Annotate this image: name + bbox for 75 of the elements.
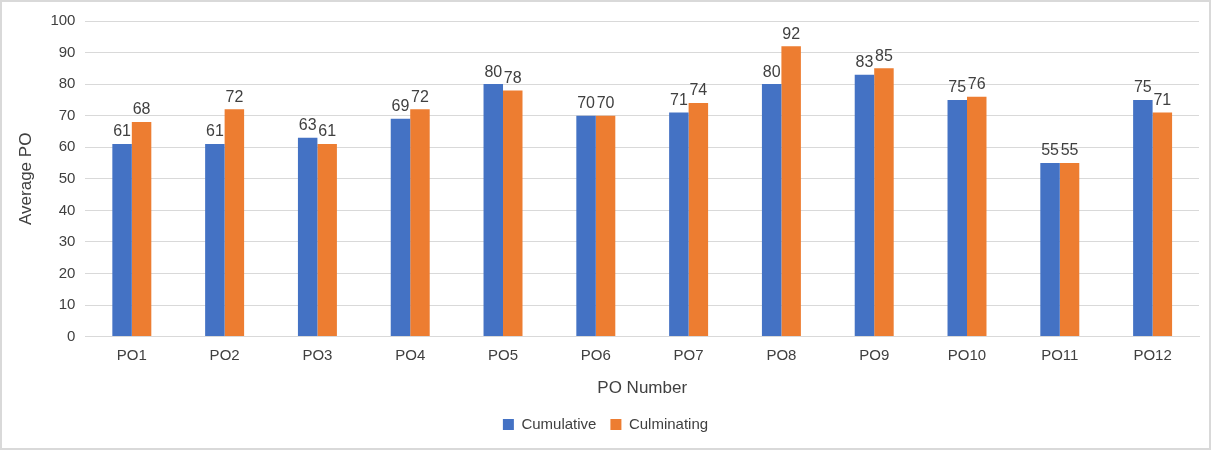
x-tick-label: PO8 [766, 345, 797, 363]
x-tick-label: PO3 [302, 345, 333, 363]
data-label: 68 [132, 100, 151, 118]
x-tick-label: PO12 [1133, 345, 1172, 363]
data-label: 76 [967, 75, 986, 93]
data-label: 71 [1153, 90, 1172, 108]
y-tick-label: 100 [50, 11, 76, 29]
legend-label: Culminating [628, 414, 709, 432]
data-label: 80 [762, 62, 781, 80]
y-tick-label: 10 [58, 295, 76, 313]
bar [688, 103, 709, 337]
y-tick-label: 30 [58, 232, 76, 250]
data-label: 61 [205, 122, 224, 140]
bar [669, 112, 689, 337]
data-label: 72 [411, 87, 429, 105]
bar [947, 99, 968, 337]
bar [1152, 112, 1173, 337]
x-tick-label: PO11 [1041, 345, 1079, 363]
bar [503, 90, 523, 337]
y-tick-label: 20 [58, 263, 76, 281]
data-label: 55 [1041, 141, 1060, 159]
bar [1133, 99, 1153, 337]
bar [761, 84, 782, 337]
y-tick-label: 90 [58, 42, 76, 60]
data-label: 85 [875, 46, 893, 64]
x-tick-label: PO9 [859, 345, 890, 363]
y-axis-title: Average PO [15, 132, 35, 225]
data-label: 70 [577, 94, 596, 112]
bar [1059, 163, 1080, 337]
x-tick-label: PO1 [116, 345, 147, 363]
data-label: 70 [596, 94, 615, 112]
x-tick-label: PO4 [395, 345, 426, 363]
data-label: 61 [318, 122, 337, 140]
legend-label: Cumulative [521, 414, 597, 432]
data-label: 55 [1060, 141, 1079, 159]
data-label: 71 [669, 90, 688, 108]
bar [297, 137, 318, 337]
bar [112, 144, 132, 337]
y-tick-label: 80 [58, 74, 76, 92]
data-label: 63 [298, 116, 317, 134]
bar [317, 144, 337, 337]
data-label: 83 [855, 53, 874, 71]
data-label: 74 [689, 81, 708, 99]
data-label: 80 [484, 62, 503, 80]
bar [205, 144, 225, 337]
y-tick-label: 0 [67, 326, 76, 344]
y-tick-label: 60 [58, 137, 76, 155]
data-label: 61 [113, 122, 132, 140]
bar [224, 109, 245, 337]
x-axis-title: PO Number [597, 378, 688, 398]
bar [576, 115, 596, 337]
bar [781, 46, 801, 337]
data-label: 69 [391, 97, 410, 115]
y-tick-label: 70 [58, 105, 76, 123]
x-tick-label: PO7 [673, 345, 704, 363]
bar [131, 121, 152, 337]
y-tick-label: 40 [58, 200, 76, 218]
data-label: 92 [782, 24, 801, 42]
bar [410, 109, 430, 337]
bar [854, 74, 875, 337]
data-label: 75 [1133, 78, 1152, 96]
bar [483, 84, 504, 337]
bar [1040, 163, 1060, 337]
bar [874, 68, 894, 337]
bar [390, 118, 411, 337]
data-label: 75 [948, 78, 967, 96]
bar [595, 115, 616, 337]
x-tick-label: PO5 [488, 345, 519, 363]
data-label: 78 [503, 68, 522, 86]
x-tick-label: PO10 [947, 345, 987, 363]
y-tick-label: 50 [58, 168, 76, 186]
bar [967, 96, 987, 337]
data-label: 72 [225, 87, 244, 105]
x-tick-label: PO2 [209, 345, 240, 363]
x-tick-label: PO6 [580, 345, 611, 363]
